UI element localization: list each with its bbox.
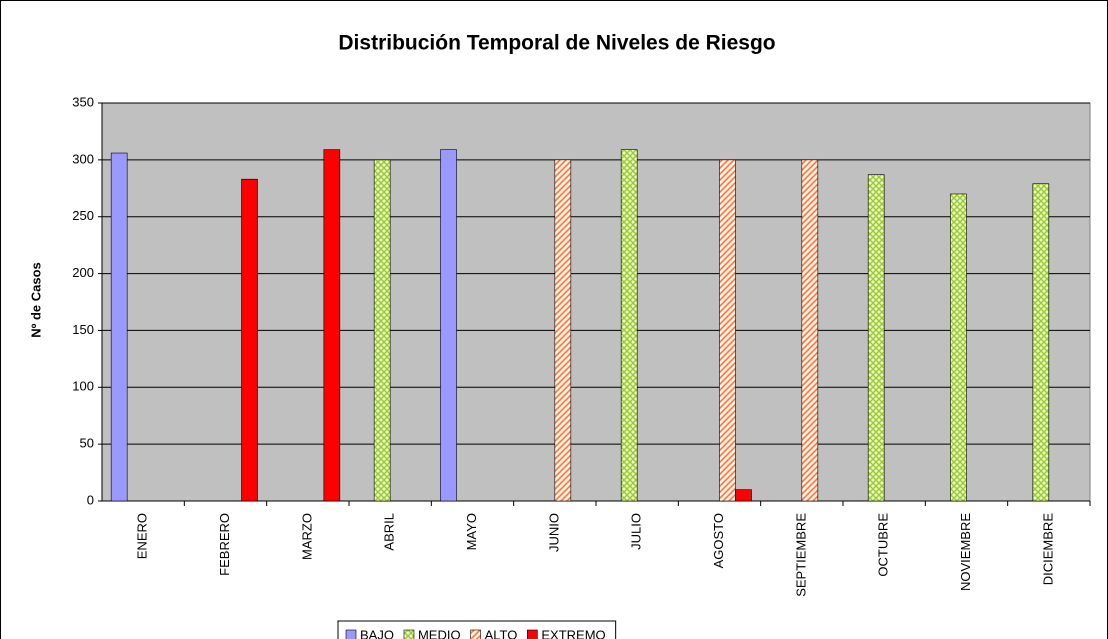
legend-label: BAJO [360, 627, 394, 639]
bar [801, 159, 819, 502]
bar [440, 149, 457, 502]
y-tick-label: 200 [72, 265, 94, 280]
bar [110, 152, 128, 502]
bar [867, 174, 885, 502]
legend-label: EXTREMO [541, 627, 605, 639]
plot-area [101, 102, 1091, 502]
y-axis-label: Nº de Casos [28, 262, 43, 338]
x-tick-label: ABRIL [382, 513, 397, 551]
bar [323, 149, 341, 502]
bar [950, 193, 967, 502]
x-tick-label: ENERO [135, 513, 150, 559]
legend-swatch [403, 629, 415, 639]
chart-title: Distribución Temporal de Niveles de Ries… [338, 32, 775, 55]
y-tick-label: 150 [72, 322, 94, 337]
bar [719, 159, 736, 502]
legend-swatch [345, 629, 357, 639]
x-tick-label: MAYO [464, 513, 479, 550]
x-tick-label: OCTUBRE [876, 513, 891, 577]
x-tick-label: NOVIEMBRE [958, 513, 973, 591]
x-tick-label: JUNIO [546, 513, 561, 552]
bar [241, 178, 258, 502]
y-tick-label: 350 [72, 94, 94, 109]
bar [735, 489, 752, 502]
bar [620, 149, 638, 502]
legend-label: ALTO [485, 627, 518, 639]
bar [1032, 183, 1050, 502]
x-tick-label: JULIO [629, 513, 644, 550]
x-tick-label: SEPTIEMBRE [793, 513, 808, 597]
y-tick-label: 300 [72, 151, 94, 166]
legend-label: MEDIO [418, 627, 461, 639]
legend-swatch [527, 629, 538, 639]
y-tick-label: 0 [87, 492, 94, 507]
bar [373, 159, 391, 502]
bar [554, 159, 572, 502]
x-tick-label: DICIEMBRE [1040, 513, 1055, 586]
legend-swatch [470, 629, 481, 639]
y-tick-label: 50 [80, 436, 94, 451]
y-tick-label: 250 [72, 208, 94, 223]
y-tick-label: 100 [72, 379, 94, 394]
x-tick-label: AGOSTO [711, 513, 726, 568]
x-tick-label: FEBRERO [217, 513, 232, 576]
x-tick-label: MARZO [299, 513, 314, 560]
